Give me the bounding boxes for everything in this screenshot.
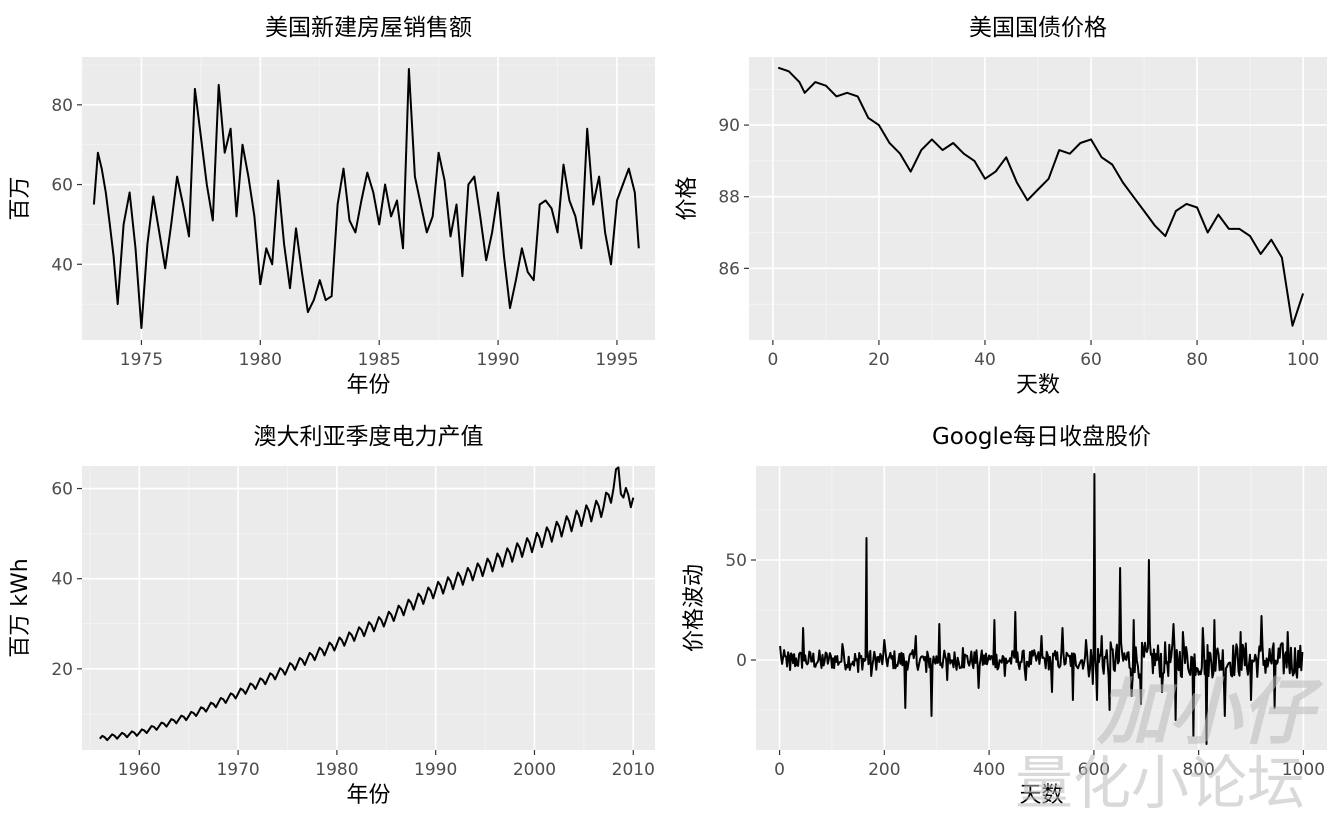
y-tick-label: 80: [51, 96, 73, 116]
series-line-0: [779, 473, 1304, 745]
x-tick-label: 1000: [1282, 760, 1325, 780]
x-tick-label: 60: [1080, 350, 1102, 370]
chart-title: 美国新建房屋销售额: [265, 15, 472, 41]
y-tick-label: 86: [718, 259, 740, 279]
series-group: [777, 66, 1305, 327]
grid: [82, 466, 655, 750]
x-tick-label: 1980: [315, 760, 358, 780]
y-tick-label: 50: [725, 551, 747, 571]
y-axis: 20 40 60: [51, 480, 82, 680]
y-tick-label: 60: [51, 176, 73, 196]
watermark-line2: 量化小论坛: [1015, 749, 1305, 817]
x-tick-label: 2000: [513, 760, 556, 780]
chart-treasury-price: 0 20 40 60 80 100 86 88 90 美国国债价格 天数 价格: [675, 15, 1327, 398]
y-tick-label: 0: [736, 651, 747, 671]
x-axis: 0 20 40 60 80 100: [767, 340, 1319, 370]
x-axis: 1975 1980 1985 1990 1995: [120, 340, 639, 370]
x-tick-label: 100: [1287, 350, 1319, 370]
plot-panel: [82, 466, 655, 750]
x-tick-label: 1970: [216, 760, 259, 780]
y-axis: 40 60 80: [51, 96, 82, 275]
series-line-0: [92, 68, 640, 329]
x-axis: 1960 1970 1980 1990 2000 2010: [118, 750, 655, 780]
x-tick-label: 600: [1078, 760, 1110, 780]
y-axis-title: 价格: [675, 176, 700, 220]
x-tick-label: 2010: [612, 760, 655, 780]
y-tick-label: 40: [51, 255, 73, 275]
chart-title: Google每日收盘股价: [932, 424, 1151, 450]
x-axis-title: 年份: [346, 783, 390, 808]
y-tick-label: 20: [51, 660, 73, 680]
chart-electricity-production: 1960 1970 1980 1990 2000 2010 20 40 60 澳大利亚季度电力…: [8, 424, 655, 808]
grid: [756, 466, 1327, 750]
chart-google-price-change: 0 200 400 600 800 1000 0 50 Google每日收盘股价 天数 价格…: [682, 424, 1327, 808]
y-axis: 86 88 90: [718, 116, 749, 279]
x-axis: 0 200 400 600 800 1000: [774, 750, 1325, 780]
x-tick-label: 80: [1186, 350, 1208, 370]
x-axis-title: 年份: [346, 373, 390, 398]
series-group: [92, 68, 640, 329]
grid: [81, 57, 655, 340]
y-axis-title: 百万 kWh: [8, 558, 33, 657]
x-tick-label: 20: [868, 350, 890, 370]
y-axis: 0 50: [725, 551, 756, 671]
x-tick-label: 40: [974, 350, 996, 370]
series-group: [99, 466, 635, 742]
x-tick-label: 200: [868, 760, 900, 780]
y-tick-label: 60: [51, 480, 73, 500]
series-line-0: [777, 66, 1305, 327]
chart-title: 澳大利亚季度电力产值: [254, 424, 484, 450]
series-line-0: [99, 466, 635, 742]
x-tick-label: 1980: [239, 350, 282, 370]
x-tick-label: 0: [767, 350, 778, 370]
x-axis-title: 天数: [1016, 373, 1060, 398]
y-tick-label: 88: [718, 188, 740, 208]
y-tick-label: 40: [51, 570, 73, 590]
x-tick-label: 400: [973, 760, 1005, 780]
series-group: [779, 473, 1304, 745]
y-axis-title: 百万: [8, 176, 33, 220]
chart-title: 美国国债价格: [969, 15, 1107, 41]
watermark-line1: 加小仔: [1096, 670, 1324, 754]
x-tick-label: 0: [774, 760, 785, 780]
y-tick-label: 90: [718, 116, 740, 136]
x-tick-label: 1975: [120, 350, 163, 370]
x-tick-label: 1995: [595, 350, 638, 370]
x-tick-label: 800: [1182, 760, 1214, 780]
x-tick-label: 1990: [414, 760, 457, 780]
x-tick-label: 1985: [358, 350, 401, 370]
y-axis-title: 价格波动: [682, 564, 707, 652]
x-tick-label: 1960: [118, 760, 161, 780]
x-axis-title: 天数: [1019, 783, 1063, 808]
x-tick-label: 1990: [476, 350, 519, 370]
chart-new-home-sales: 1975 1980 1985 1990 1995 40 60 80 美国新建房屋销售额 年份…: [8, 15, 655, 398]
grid: [749, 57, 1327, 340]
